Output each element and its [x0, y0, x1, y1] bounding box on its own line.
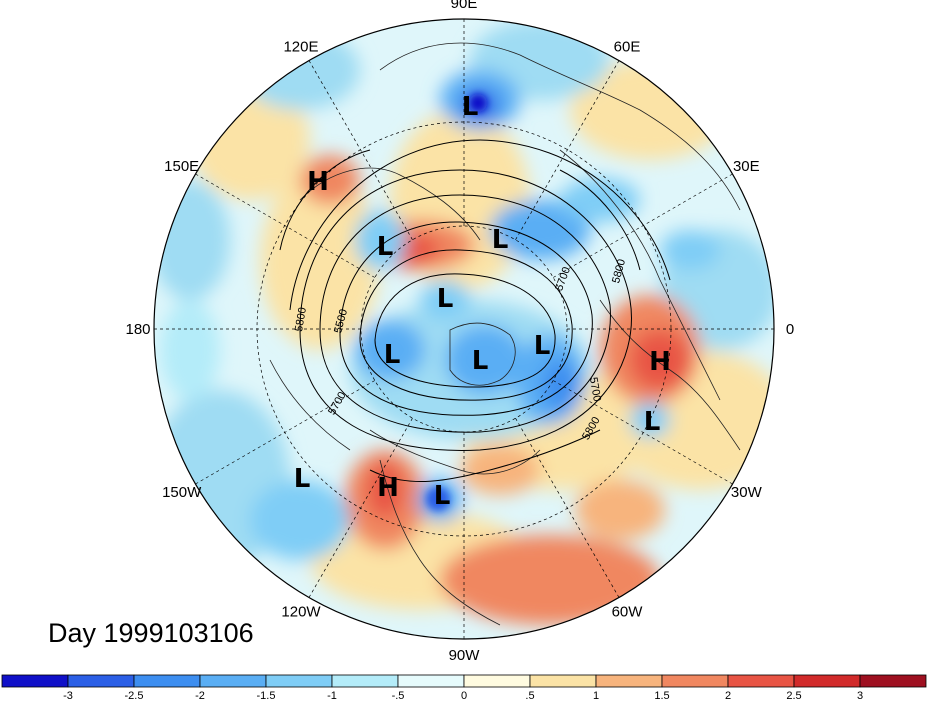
graticule [154, 19, 774, 639]
colorbar-box [133, 674, 201, 688]
lon-30w-label: 30W [731, 484, 763, 501]
colorbar-box [529, 674, 597, 688]
colorbar-box [265, 674, 333, 688]
colorbar-box [397, 674, 465, 688]
high-europe-marker: H [649, 347, 671, 377]
colorbar-box [199, 674, 267, 688]
lon-60e-label: 60E [614, 39, 641, 56]
colorbar-tick-label: 1.5 [654, 690, 669, 702]
low-pacific-marker: L [294, 464, 311, 494]
colorbar-box [727, 674, 795, 688]
colorbar-box [595, 674, 663, 688]
meridian-line [553, 173, 733, 278]
colorbar-tick-label: 3 [857, 690, 863, 702]
colorbar-tick-label: -1.5 [257, 690, 276, 702]
low-greenland-marker: L [534, 331, 551, 361]
meridian-line [308, 418, 413, 598]
meridian-line [515, 418, 620, 598]
low-alaska-marker: L [384, 340, 401, 370]
coastlines [269, 42, 741, 626]
colorbar-box [331, 674, 399, 688]
colorbar-box [1, 674, 69, 688]
colorbar-ticks: -3 -2.5 -2 -1.5 -1 -.5 0 .5 1 1.5 2 2.5 3 [63, 690, 863, 702]
lon-90w-label: 90W [449, 647, 481, 664]
colorbar-tick-label: .5 [525, 690, 534, 702]
high-west-us-marker: H [377, 473, 399, 503]
low-siberia-east-marker: L [377, 232, 394, 262]
colorbar-box [859, 674, 927, 688]
meridian-line [515, 60, 620, 240]
colorbar-tick-label: 2 [725, 690, 731, 702]
colorbar-box [661, 674, 729, 688]
meridian-line [195, 380, 375, 485]
colorbar-boxes [1, 674, 927, 688]
c5800-w-contour-label: 5800 [293, 306, 309, 332]
low-kara-marker: L [462, 92, 479, 122]
colorbar-box [463, 674, 531, 688]
lon-30e-label: 30E [733, 158, 760, 175]
map-title: Day 1999103106 [48, 618, 254, 648]
meridian-line [553, 380, 733, 485]
low-atlantic-marker: L [644, 407, 661, 437]
lon-120e-label: 120E [283, 39, 318, 56]
map-boundary [153, 18, 775, 640]
lon-60w-label: 60W [612, 603, 644, 620]
colorbar-tick-label: 1 [593, 690, 599, 702]
colorbar-tick-label: -2 [195, 690, 205, 702]
height-contours [279, 139, 671, 483]
c5700-e-contour-label: 5700 [587, 376, 603, 402]
low-canada-marker: L [472, 346, 489, 376]
lon-90e-label: 90E [451, 0, 478, 12]
colorbar-tick-label: 2.5 [786, 690, 801, 702]
colorbar-tick-label: -2.5 [125, 690, 144, 702]
colorbar-tick-label: -1 [327, 690, 337, 702]
high-kamchatka-marker: H [307, 167, 329, 197]
low-siberia-marker: L [492, 225, 509, 255]
longitude-labels: 90E 60E 30E 0 30W 60W 90W 120W 150W 180 150E 120E [125, 0, 794, 664]
meridian-line [195, 173, 375, 278]
colorbar-box [793, 674, 861, 688]
colorbar-tick-label: -.5 [392, 690, 405, 702]
meridian-line [308, 60, 413, 240]
colorbar-box [67, 674, 135, 688]
lon-0-label: 0 [786, 321, 794, 338]
low-arctic-marker: L [437, 284, 454, 314]
lon-180-label: 180 [125, 321, 150, 338]
lon-150e-label: 150E [164, 158, 199, 175]
lon-150w-label: 150W [162, 484, 202, 501]
lon-120w-label: 120W [281, 603, 321, 620]
colorbar: -3 -2.5 -2 -1.5 -1 -.5 0 .5 1 1.5 2 2.5 3 [1, 674, 927, 702]
colorbar-tick-label: -3 [63, 690, 73, 702]
colorbar-tick-label: 0 [461, 690, 467, 702]
low-texas-marker: L [434, 481, 451, 511]
